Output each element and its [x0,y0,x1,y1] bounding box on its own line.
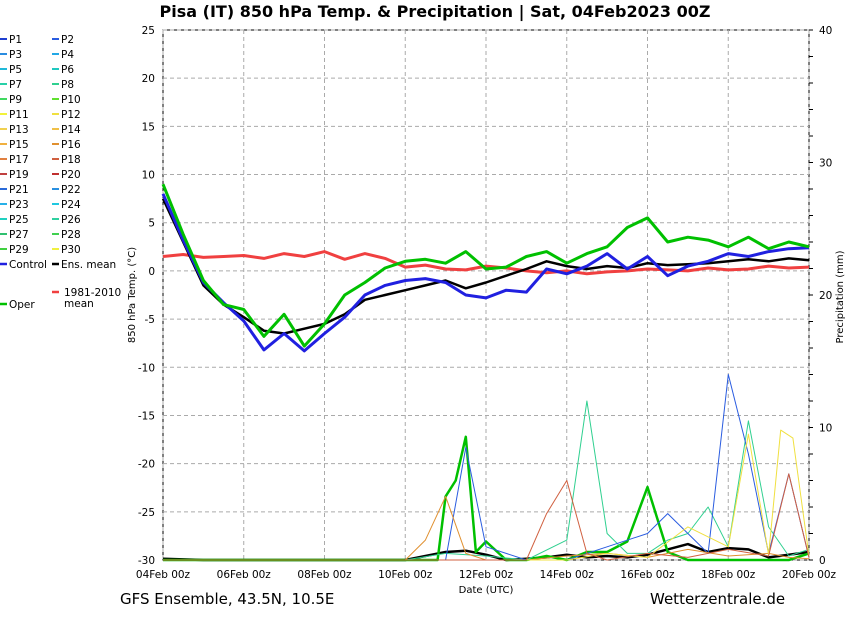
y-tick-label: -10 [138,362,155,374]
y2-tick-label: 20 [819,290,832,302]
y2-tick-label: 30 [819,158,832,170]
y-tick-label: -15 [138,410,155,422]
temperature-lines [161,183,810,353]
y2-tick-label: 0 [819,555,826,567]
legend-label: P27 [9,229,29,241]
legend-label: P10 [61,94,81,106]
x-tick-label: 14Feb 00z [540,569,595,581]
x-tick-label: 06Feb 00z [217,569,272,581]
legend-label: P14 [61,124,81,136]
y-tick-label: 10 [142,170,155,182]
y-tick-label: 15 [142,121,155,133]
legend-label: P4 [61,49,74,61]
legend-label: P11 [9,109,29,121]
precip-line [163,473,810,561]
legend-label: P23 [9,199,29,211]
legend-label: P19 [9,169,29,181]
legend-label: P2 [61,34,74,46]
footer-source: Wetterzentrale.de [650,590,785,608]
legend-label: P26 [61,214,81,226]
legend-label: Control [9,259,47,271]
legend-label: P1 [9,34,22,46]
y-tick-label: -25 [138,507,155,519]
x-tick-label: 10Feb 00z [378,569,433,581]
legend-label: P15 [9,139,29,151]
legend-label: P22 [61,184,81,196]
legend-label: P6 [61,64,74,76]
legend-label: P30 [61,244,81,256]
footer-model-info: GFS Ensemble, 43.5N, 10.5E [120,590,334,608]
x-tick-label: 04Feb 00z [136,569,191,581]
precip-line [163,400,810,561]
x-axis-label: Date (UTC) [459,585,514,596]
x-tick-label: 08Feb 00z [297,569,352,581]
right-axis-label: Precipitation (mm) [835,250,846,343]
x-tick-label: 20Feb 00z [782,569,837,581]
y2-tick-label: 10 [819,423,832,435]
legend-label: 1981-2010 [64,287,121,299]
legend-label: P7 [9,79,22,91]
legend-label: mean [64,298,94,310]
temp-line [161,193,810,353]
left-axis-label: 850 hPa Temp. (°C) [127,247,138,343]
legend-label: P3 [9,49,22,61]
legend-label: P17 [9,154,29,166]
legend-label: P9 [9,94,22,106]
legend-label: P21 [9,184,29,196]
precip-line [163,435,810,562]
legend-label: P28 [61,229,81,241]
x-axis-ticks: 04Feb 00z 06Feb 00z 08Feb 00z 10Feb 00z 12Fe… [136,569,837,581]
legend-label: Oper [9,299,35,311]
x-tick-label: 18Feb 00z [701,569,756,581]
legend-label: P20 [61,169,81,181]
temp-line [162,250,810,276]
legend-label: P8 [61,79,74,91]
precip-line [163,374,810,561]
legend-label: P5 [9,64,22,76]
legend: P1 P2 P3 P4 P5 P6 P7 P8 P9 P10 P11 P12 P13 P14 P15 P16 P… [0,34,121,311]
legend-label: P16 [61,139,81,151]
legend-label: P12 [61,109,81,121]
y-tick-label: -30 [138,555,155,567]
left-axis-ticks: 25 20 15 10 5 0 -5 -10 -15 -20 -25 -30 [138,25,155,567]
y-tick-label: -20 [138,459,155,471]
legend-label: P18 [61,154,81,166]
y-tick-label: 20 [142,73,155,85]
y-tick-label: 0 [148,266,155,278]
x-tick-label: 12Feb 00z [459,569,514,581]
legend-label: P25 [9,214,29,226]
y2-tick-label: 40 [819,25,832,37]
right-axis-ticks: 40 30 20 10 0 [809,25,832,567]
precipitation-lines [162,374,810,562]
y-tick-label: 25 [142,25,155,37]
chart-title: Pisa (IT) 850 hPa Temp. & Precipitation … [160,2,711,22]
legend-label: P29 [9,244,29,256]
grid [162,29,810,561]
legend-label: P24 [61,199,81,211]
y-tick-label: -5 [145,314,155,326]
x-tick-label: 16Feb 00z [620,569,675,581]
y-tick-label: 5 [148,218,155,230]
legend-label: P13 [9,124,29,136]
temp-line [161,183,810,348]
legend-label: Ens. mean [61,259,116,271]
